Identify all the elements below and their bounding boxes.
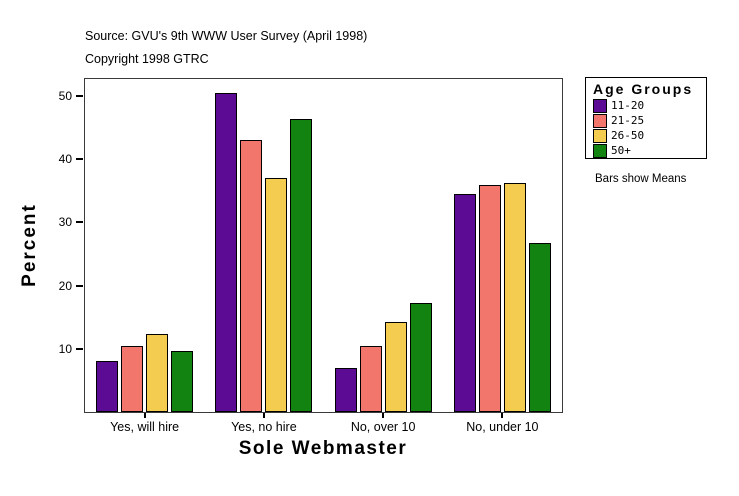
x-axis-tick bbox=[382, 413, 385, 418]
bar-group-1 bbox=[96, 334, 194, 412]
y-axis-tick bbox=[76, 284, 83, 287]
legend-note: Bars show Means bbox=[595, 173, 687, 185]
x-category-label: No, under 10 bbox=[466, 420, 539, 434]
legend-item: 11-20 bbox=[593, 98, 706, 113]
bar-group-2 bbox=[215, 93, 313, 412]
legend-title: Age Groups bbox=[593, 81, 694, 97]
bar bbox=[453, 194, 476, 412]
legend-item: 50+ bbox=[593, 143, 706, 158]
x-category-label: Yes, will hire bbox=[110, 420, 180, 434]
bar bbox=[503, 183, 526, 412]
legend-item-label: 21-25 bbox=[611, 114, 645, 127]
y-tick-label: 10 bbox=[58, 341, 72, 356]
bar bbox=[121, 346, 144, 412]
legend-item: 26-50 bbox=[593, 128, 706, 143]
bar bbox=[334, 368, 357, 412]
legend-swatch bbox=[593, 143, 607, 158]
bar bbox=[215, 93, 238, 412]
bar bbox=[359, 346, 382, 412]
y-tick-label: 30 bbox=[58, 215, 72, 230]
bar bbox=[478, 185, 501, 412]
plot-area bbox=[84, 78, 563, 413]
x-axis-tick bbox=[262, 413, 265, 418]
y-axis-tick bbox=[76, 158, 83, 161]
bar-group-4 bbox=[453, 183, 551, 412]
y-axis-title: Percent bbox=[19, 203, 40, 287]
bar bbox=[528, 243, 551, 412]
legend-swatch bbox=[593, 98, 607, 113]
y-axis-tick bbox=[76, 347, 83, 350]
legend-item-label: 11-20 bbox=[611, 99, 645, 112]
bar bbox=[409, 303, 432, 412]
legend-item: 21-25 bbox=[593, 113, 706, 128]
bar bbox=[146, 334, 169, 412]
y-axis-tick bbox=[76, 95, 83, 98]
x-axis-tick bbox=[501, 413, 504, 418]
y-tick-label: 50 bbox=[58, 89, 72, 104]
legend-item-label: 50+ bbox=[611, 144, 631, 157]
x-category-label: Yes, no hire bbox=[231, 420, 297, 434]
x-axis-title: Sole Webmaster bbox=[238, 438, 408, 459]
x-category-label: No, over 10 bbox=[350, 420, 416, 434]
bar bbox=[96, 361, 119, 412]
legend-item-label: 26-50 bbox=[611, 129, 645, 142]
y-tick-label: 40 bbox=[58, 152, 72, 167]
y-axis-tick bbox=[76, 221, 83, 224]
x-axis-tick bbox=[143, 413, 146, 418]
copyright-text: Copyright 1998 GTRC bbox=[85, 52, 209, 66]
legend-swatch bbox=[593, 128, 607, 143]
bar bbox=[265, 178, 288, 412]
source-text: Source: GVU's 9th WWW User Survey (April… bbox=[85, 29, 368, 43]
bar bbox=[240, 140, 263, 412]
legend: Age Groups 11-20 21-25 26-50 50+ bbox=[585, 77, 707, 159]
bar bbox=[290, 119, 313, 412]
bar bbox=[171, 351, 194, 412]
legend-swatch bbox=[593, 113, 607, 128]
bar-group-3 bbox=[334, 303, 432, 412]
bar bbox=[384, 322, 407, 412]
y-tick-label: 20 bbox=[58, 278, 72, 293]
